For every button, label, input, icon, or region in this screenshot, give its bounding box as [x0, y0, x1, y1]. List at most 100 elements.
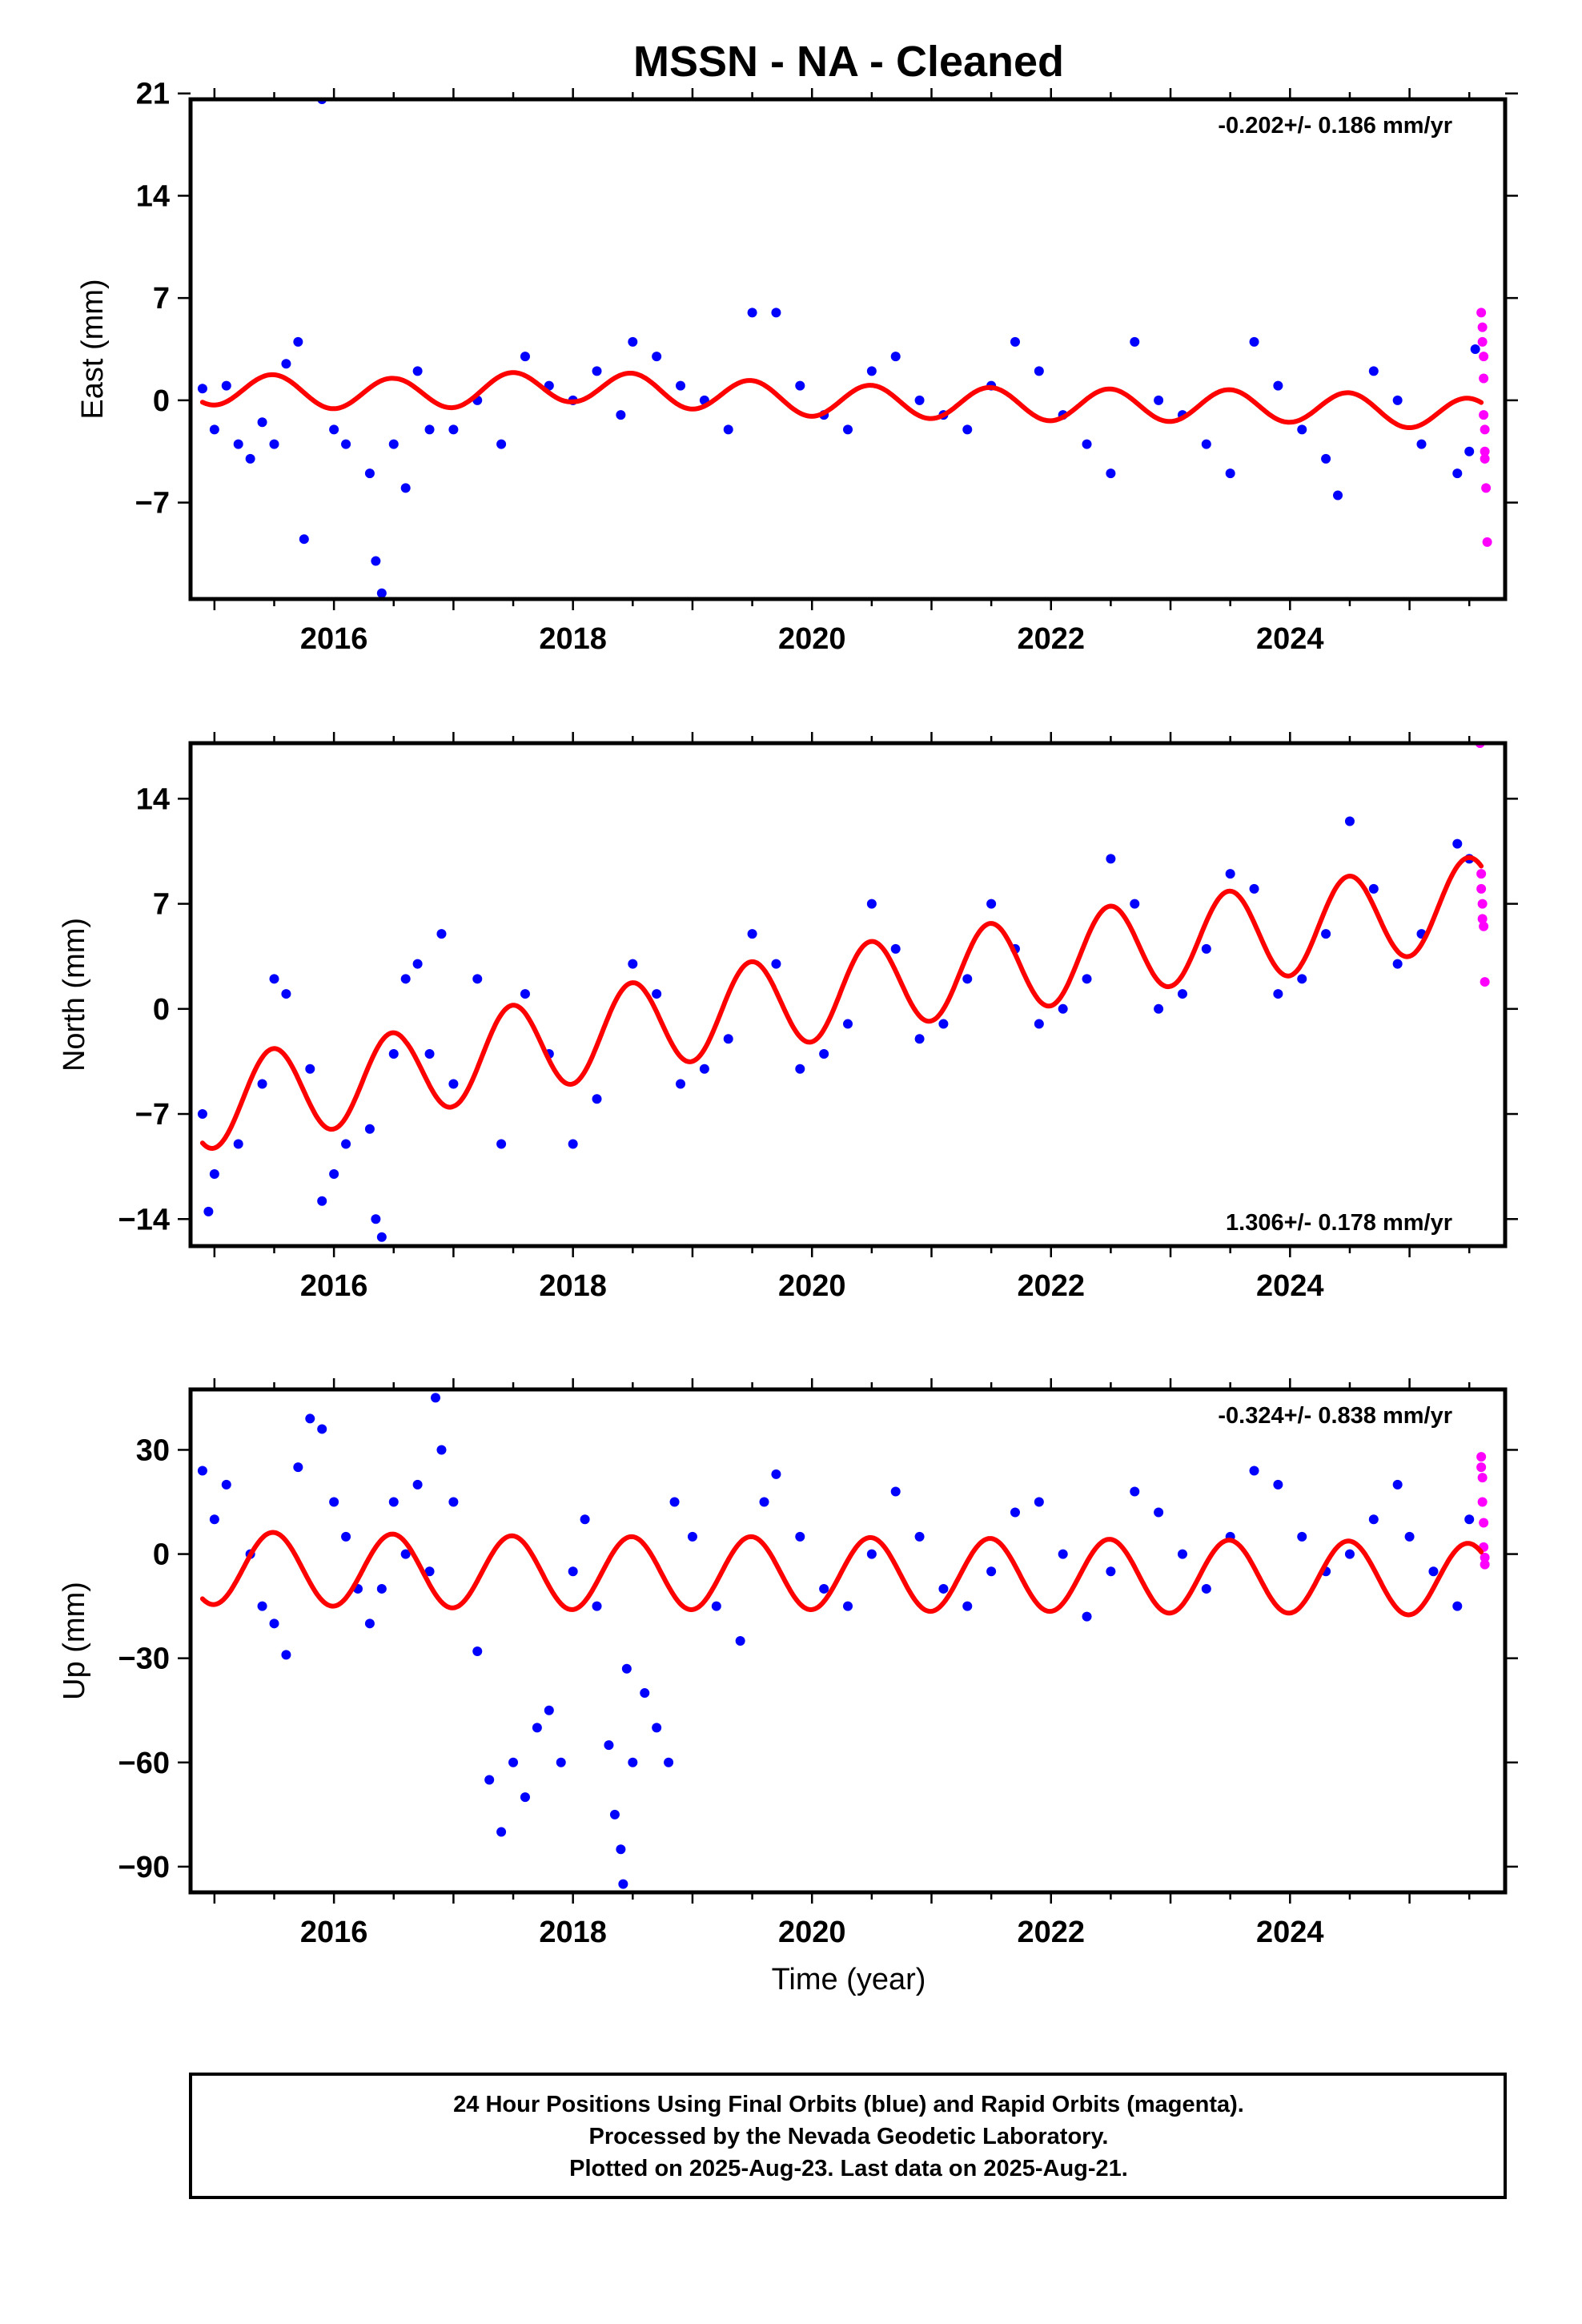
- east-final-orbit-point: [448, 424, 459, 435]
- up-y-axis-label: Up (mm): [58, 1582, 91, 1700]
- north-final-orbit-point: [1177, 989, 1187, 999]
- east-final-orbit-point: [341, 439, 351, 449]
- up-y-tick-label: −90: [118, 1851, 170, 1884]
- up-x-tick-label: 2024: [1256, 1916, 1324, 1949]
- east-final-orbit-point: [1154, 395, 1164, 405]
- north-final-orbit-point: [723, 1034, 733, 1044]
- up-final-orbit-point: [616, 1844, 626, 1855]
- north-final-orbit-point: [388, 1049, 399, 1059]
- north-final-orbit-point: [257, 1079, 267, 1089]
- footer-frame: [189, 2073, 1507, 2199]
- north-final-orbit-point: [819, 1049, 829, 1059]
- north-final-orbit-point: [341, 1139, 351, 1149]
- north-y-axis-label: North (mm): [58, 918, 91, 1072]
- up-data: [197, 1393, 1490, 1889]
- east-rapid-orbit-point: [1480, 453, 1490, 464]
- east-rapid-orbit-point: [1477, 336, 1488, 347]
- up-final-orbit-point: [305, 1413, 315, 1424]
- north-final-orbit-point: [1249, 883, 1259, 894]
- east-final-orbit-point: [843, 424, 853, 435]
- east-final-orbit-point: [1225, 468, 1235, 479]
- north-final-orbit-point: [197, 1109, 207, 1120]
- east-final-orbit-point: [1470, 344, 1480, 354]
- east-y-axis-label: East (mm): [76, 279, 110, 419]
- up-final-orbit-point: [580, 1514, 590, 1525]
- north-final-orbit-point: [1130, 899, 1140, 909]
- east-final-orbit-point: [1333, 490, 1343, 501]
- east-final-orbit-point: [592, 366, 602, 376]
- north-final-orbit-point: [962, 974, 973, 984]
- up-final-orbit-point: [431, 1393, 441, 1403]
- up-final-orbit-point: [1273, 1479, 1283, 1490]
- up-final-orbit-point: [1392, 1479, 1403, 1490]
- north-final-orbit-point: [1082, 974, 1092, 984]
- east-final-orbit-point: [424, 424, 435, 435]
- up-final-orbit-point: [735, 1636, 745, 1646]
- footer-line-2: Processed by the Nevada Geodetic Laborat…: [589, 2124, 1109, 2149]
- east-final-orbit-point: [1464, 446, 1475, 456]
- up-x-tick-label: 2016: [300, 1916, 368, 1949]
- north-y-tick-label: −14: [118, 1203, 170, 1236]
- north-final-orbit-point: [376, 1232, 387, 1242]
- up-final-orbit-point: [544, 1705, 554, 1715]
- north-rapid-orbit-point: [1477, 899, 1488, 909]
- north-final-orbit-point: [652, 989, 662, 999]
- up-rate-label: -0.324+/- 0.838 mm/yr: [1218, 1403, 1452, 1429]
- up-final-orbit-point: [376, 1583, 387, 1594]
- north-final-orbit-point: [795, 1063, 805, 1074]
- east-final-orbit-point: [1416, 439, 1427, 449]
- north-final-orbit-point: [269, 974, 279, 984]
- up-y-tick-label: 30: [136, 1433, 170, 1467]
- north-rapid-orbit-point: [1476, 869, 1487, 879]
- panels: 2016 2018 2020 2022 2024 −7 0 7 14 21 East (mm) -0.…: [58, 78, 1518, 1949]
- up-final-orbit-point: [412, 1479, 423, 1490]
- north-final-orbit-point: [371, 1214, 381, 1224]
- east-rate-label: -0.202+/- 0.186 mm/yr: [1218, 113, 1452, 139]
- x-axis-label: Time (year): [772, 1963, 926, 1996]
- north-data: [197, 743, 1490, 1242]
- north-final-orbit-point: [520, 989, 530, 999]
- up-final-orbit-point: [257, 1601, 267, 1611]
- up-final-orbit-point: [400, 1549, 411, 1559]
- up-final-orbit-point: [341, 1531, 351, 1542]
- up-final-orbit-point: [1297, 1531, 1307, 1542]
- north-final-orbit-point: [890, 943, 901, 954]
- east-final-orbit-point: [1106, 468, 1116, 479]
- north-final-orbit-point: [203, 1206, 214, 1216]
- east-model-curve: [199, 370, 1484, 430]
- up-final-orbit-point: [1428, 1566, 1439, 1577]
- up-rapid-orbit-point: [1479, 1518, 1489, 1528]
- east-final-orbit-point: [652, 352, 662, 362]
- north-final-orbit-point: [747, 929, 757, 939]
- up-final-orbit-point: [209, 1514, 219, 1525]
- north-rapid-orbit-point: [1476, 883, 1487, 894]
- east-rapid-orbit-point: [1479, 410, 1489, 420]
- north-final-orbit-point: [843, 1019, 853, 1029]
- east-plot-frame: [188, 97, 1508, 601]
- north-final-orbit-point: [1225, 869, 1235, 879]
- up-final-orbit-point: [592, 1601, 602, 1611]
- up-final-orbit-point: [1106, 1566, 1116, 1577]
- up-final-orbit-point: [1130, 1486, 1140, 1497]
- north-rapid-orbit-point: [1477, 914, 1488, 924]
- up-final-orbit-point: [604, 1740, 614, 1751]
- east-final-orbit-point: [771, 308, 781, 318]
- east-final-orbit-point: [329, 424, 339, 435]
- up-final-orbit-point: [1249, 1466, 1259, 1476]
- figure-title: MSSN - NA - Cleaned: [633, 38, 1064, 86]
- east-final-orbit-point: [281, 359, 291, 369]
- up-final-orbit-point: [914, 1531, 925, 1542]
- east-final-orbit-point: [1297, 424, 1307, 435]
- east-y-tick-label: 21: [136, 78, 170, 111]
- east-final-orbit-point: [1034, 366, 1044, 376]
- north-final-orbit-point: [496, 1139, 507, 1149]
- east-final-orbit-point: [747, 308, 757, 318]
- north-final-orbit-point: [1297, 974, 1307, 984]
- east-final-orbit-point: [1130, 336, 1140, 347]
- east-final-orbit-point: [496, 439, 507, 449]
- up-final-orbit-point: [1154, 1507, 1164, 1518]
- east-final-orbit-point: [257, 417, 267, 428]
- up-final-orbit-point: [329, 1497, 339, 1507]
- east-rapid-orbit-point: [1477, 322, 1488, 332]
